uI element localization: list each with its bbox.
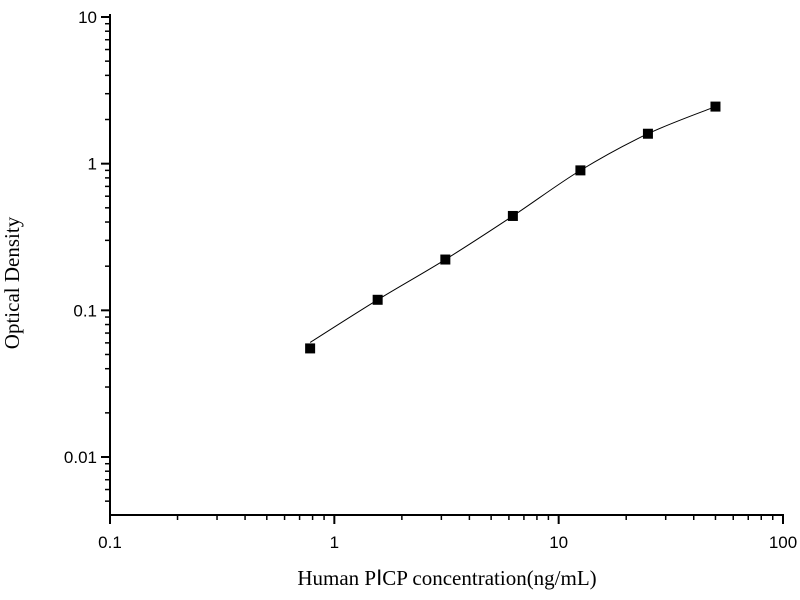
- data-point: [575, 165, 586, 176]
- data-point: [642, 128, 653, 139]
- axes: [101, 14, 784, 524]
- y-tick-label: 0.1: [73, 301, 97, 320]
- x-tick-label: 0.1: [98, 533, 122, 552]
- tick-labels: 0.1 1 10 100 0.01 0.1 1 10: [64, 8, 797, 552]
- plot-area: [305, 101, 721, 354]
- y-axis-title: Optical Density: [0, 216, 24, 349]
- x-tick-label: 100: [769, 533, 797, 552]
- y-tick-label: 1: [88, 155, 97, 174]
- data-point: [507, 210, 518, 221]
- data-point: [372, 294, 383, 305]
- x-tick-label: 1: [330, 533, 339, 552]
- y-tick-label: 10: [78, 8, 97, 27]
- y-tick-label: 0.01: [64, 448, 97, 467]
- data-point: [305, 343, 316, 354]
- data-point: [710, 101, 721, 112]
- fit-curve: [309, 106, 716, 343]
- x-tick-label: 10: [549, 533, 568, 552]
- data-point: [440, 254, 451, 265]
- x-axis-title: Human PⅠCP concentration(ng/mL): [297, 566, 596, 590]
